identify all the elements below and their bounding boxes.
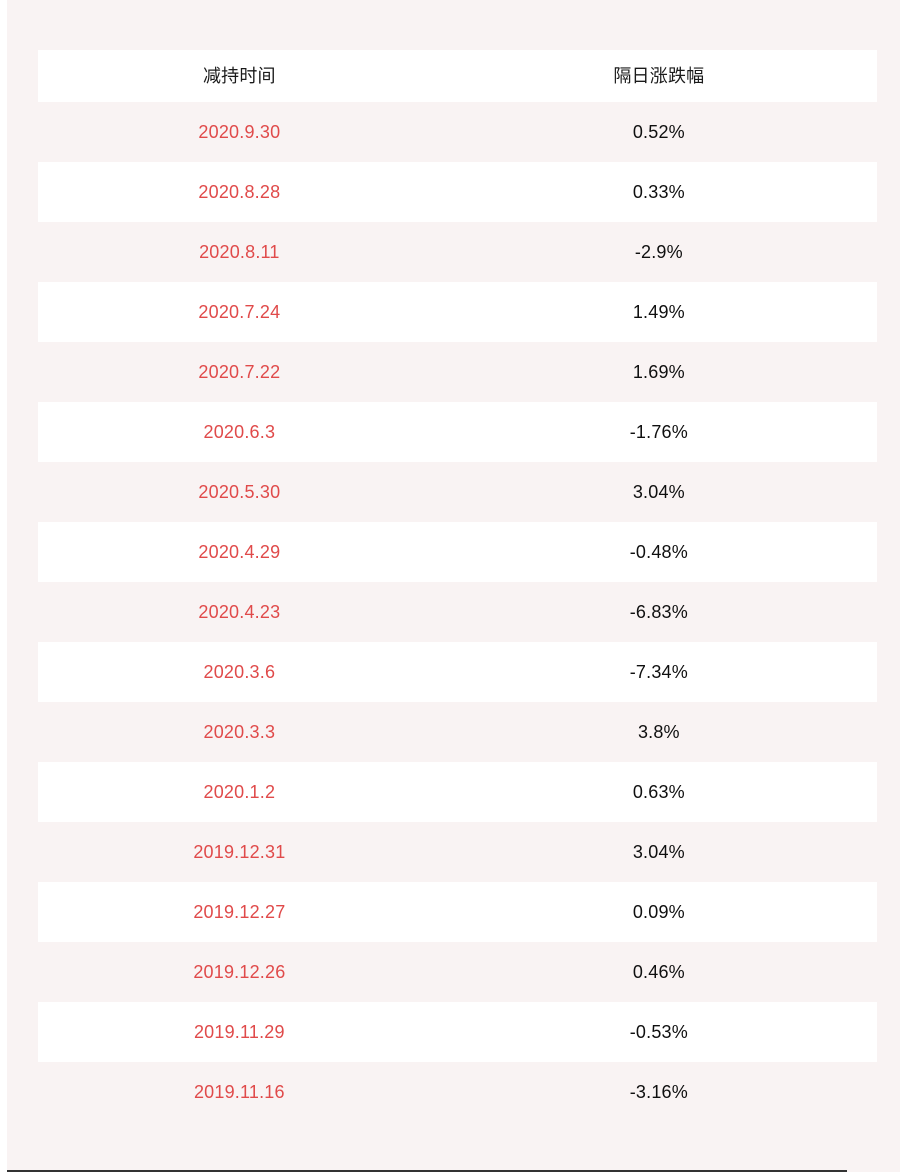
table-row: 2019.12.26 0.46% [38, 942, 877, 1002]
reduction-date-cell: 2020.7.22 [198, 362, 281, 382]
table-row: 2020.3.3 3.8% [38, 702, 877, 762]
table-row: 2020.3.6 -7.34% [38, 642, 877, 702]
table-row: 2020.5.30 3.04% [38, 462, 877, 522]
reduction-date-cell: 2020.8.28 [198, 182, 281, 202]
table-row: 2020.9.30 0.52% [38, 102, 877, 162]
next-day-change-cell: -6.83% [629, 602, 688, 622]
reduction-date-cell: 2020.6.3 [203, 422, 276, 442]
page-left-margin-strip [0, 0, 7, 1172]
table-row: 2019.11.29 -0.53% [38, 1002, 877, 1062]
column-header-next-day-change: 隔日涨跌幅 [613, 66, 705, 86]
table-row: 2019.12.31 3.04% [38, 822, 877, 882]
reduction-date-cell: 2020.4.29 [198, 542, 281, 562]
reduction-date-cell: 2019.12.27 [193, 902, 286, 922]
next-day-change-cell: 3.04% [632, 482, 685, 502]
reduction-date-cell: 2020.9.30 [198, 122, 281, 142]
next-day-change-cell: 0.46% [632, 962, 685, 982]
next-day-change-cell: 3.04% [632, 842, 685, 862]
next-day-change-cell: 0.63% [632, 782, 685, 802]
next-day-change-cell: -1.76% [629, 422, 688, 442]
next-day-change-cell: 0.09% [632, 902, 685, 922]
bottom-edge-line [7, 1170, 847, 1172]
table-row: 2019.11.16 -3.16% [38, 1062, 877, 1122]
reduction-date-cell: 2020.7.24 [198, 302, 281, 322]
reduction-date-cell: 2020.3.3 [203, 722, 276, 742]
table-row: 2020.7.22 1.69% [38, 342, 877, 402]
next-day-change-cell: 3.8% [637, 722, 680, 742]
next-day-change-cell: -2.9% [634, 242, 683, 262]
table-row: 2020.1.2 0.63% [38, 762, 877, 822]
reduction-history-table: 减持时间 隔日涨跌幅 2020.9.30 0.52% 2020.8.28 0.33% 2… [38, 50, 877, 1122]
reduction-date-cell: 2019.11.16 [193, 1082, 285, 1102]
table-body: 2020.9.30 0.52% 2020.8.28 0.33% 2020.8.11 -2.… [38, 102, 877, 1122]
reduction-date-cell: 2019.12.31 [193, 842, 286, 862]
reduction-date-cell: 2020.4.23 [198, 602, 281, 622]
table-row: 2019.12.27 0.09% [38, 882, 877, 942]
next-day-change-cell: 0.52% [632, 122, 685, 142]
next-day-change-cell: -7.34% [629, 662, 688, 682]
table-header-row: 减持时间 隔日涨跌幅 [38, 50, 877, 102]
next-day-change-cell: -0.48% [629, 542, 688, 562]
reduction-date-cell: 2019.11.29 [193, 1022, 285, 1042]
table-row: 2020.4.29 -0.48% [38, 522, 877, 582]
reduction-date-cell: 2020.8.11 [199, 242, 280, 262]
table-row: 2020.8.11 -2.9% [38, 222, 877, 282]
reduction-date-cell: 2020.3.6 [203, 662, 276, 682]
table-row: 2020.6.3 -1.76% [38, 402, 877, 462]
reduction-date-cell: 2020.1.2 [203, 782, 276, 802]
column-header-reduction-time: 减持时间 [202, 66, 276, 86]
table-row: 2020.7.24 1.49% [38, 282, 877, 342]
next-day-change-cell: -0.53% [629, 1022, 688, 1042]
reduction-date-cell: 2020.5.30 [198, 482, 281, 502]
reduction-date-cell: 2019.12.26 [193, 962, 286, 982]
next-day-change-cell: -3.16% [629, 1082, 688, 1102]
table-row: 2020.8.28 0.33% [38, 162, 877, 222]
next-day-change-cell: 1.69% [632, 362, 685, 382]
next-day-change-cell: 1.49% [632, 302, 685, 322]
table-row: 2020.4.23 -6.83% [38, 582, 877, 642]
next-day-change-cell: 0.33% [632, 182, 685, 202]
